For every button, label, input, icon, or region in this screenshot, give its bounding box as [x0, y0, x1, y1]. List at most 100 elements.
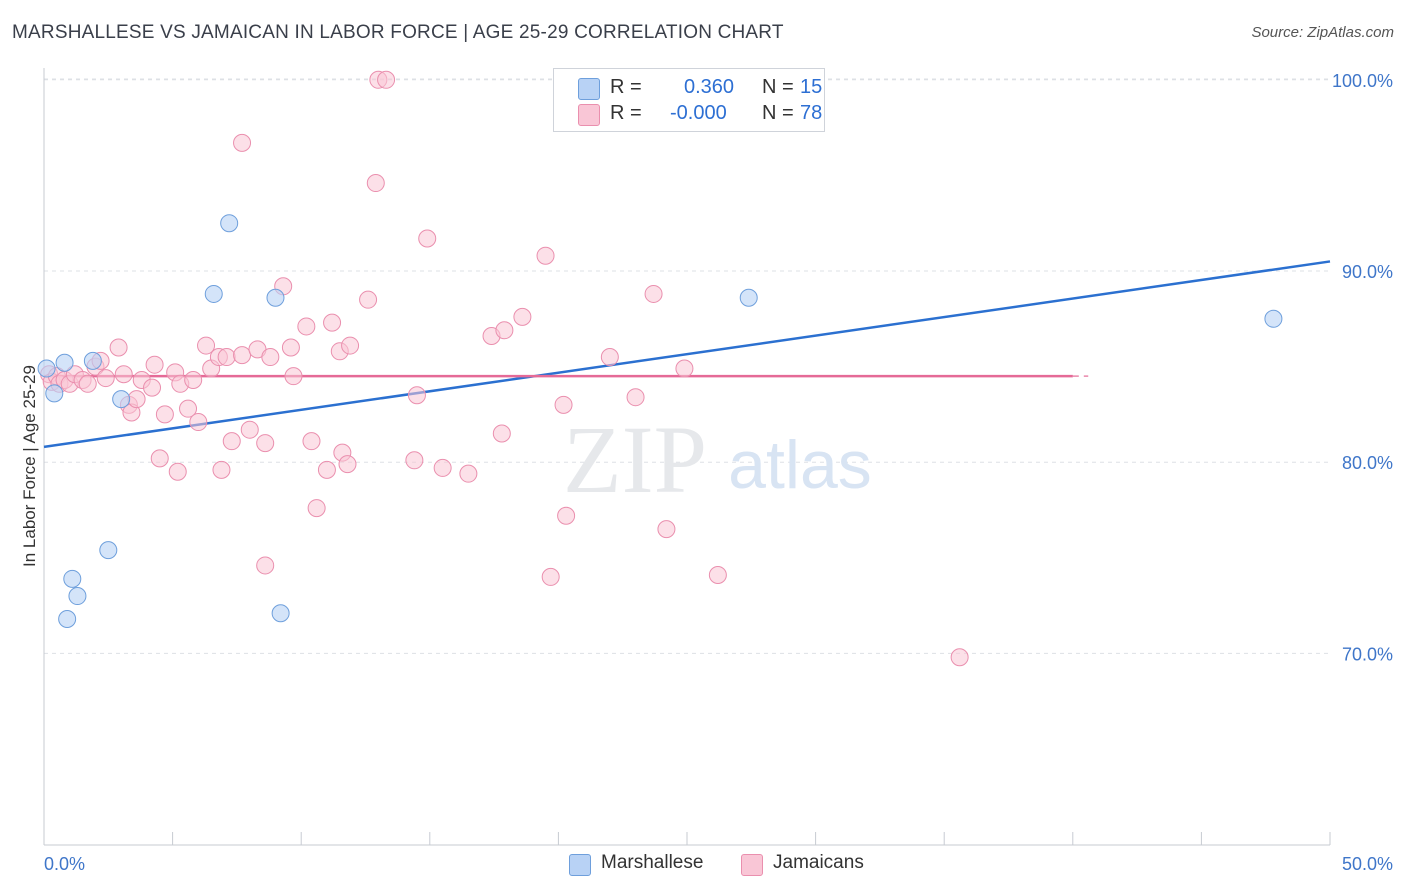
- jamaican-point: [155, 405, 174, 424]
- jamaican-point: [536, 246, 555, 265]
- jamaican-point: [418, 229, 437, 248]
- jamaican-point: [554, 395, 573, 414]
- marshallese-point: [99, 541, 118, 560]
- legend-label: Jamaicans: [773, 852, 864, 873]
- tick-labels: 70.0% 80.0% 90.0% 100.0% 0.0% 50.0%: [44, 71, 1393, 874]
- y-tick-label: 80.0%: [1342, 453, 1393, 473]
- marshallese-point: [204, 284, 223, 303]
- data-points: [37, 70, 1283, 667]
- marshallese-point: [112, 390, 131, 409]
- r-label: R =: [610, 76, 642, 98]
- jamaican-point: [109, 338, 128, 357]
- jamaican-point: [950, 648, 969, 667]
- watermark-zip: ZIP: [563, 406, 707, 513]
- marshallese-point: [55, 353, 74, 372]
- chart-title: MARSHALLESE VS JAMAICAN IN LABOR FORCE |…: [12, 22, 784, 43]
- jamaican-point: [626, 388, 645, 407]
- jamaican-point: [78, 374, 97, 393]
- marshallese-point: [220, 214, 239, 233]
- n-value: 15: [800, 76, 823, 98]
- jamaican-point: [114, 365, 133, 384]
- jamaican-point: [675, 359, 694, 378]
- y-tick-label: 90.0%: [1342, 262, 1393, 282]
- source-label: Source: ZipAtlas.com: [1251, 24, 1394, 41]
- jamaican-point: [127, 390, 146, 409]
- jamaican-point: [307, 499, 326, 518]
- jamaican-point: [256, 434, 275, 453]
- n-label: N =: [762, 76, 794, 98]
- jamaican-point: [341, 336, 360, 355]
- jamaican-point: [197, 336, 216, 355]
- jamaican-point: [377, 70, 396, 89]
- jamaican-point: [459, 464, 478, 483]
- jamaican-point: [217, 348, 236, 367]
- jamaican-point: [143, 378, 162, 397]
- x-tick-label: 50.0%: [1342, 854, 1393, 874]
- marshallese-point: [271, 604, 290, 623]
- jamaican-point: [168, 462, 187, 481]
- jamaican-point: [323, 313, 342, 332]
- jamaican-point: [233, 346, 252, 365]
- marshallese-point: [58, 609, 77, 628]
- watermark: ZIP atlas: [563, 406, 872, 513]
- marshallese-point: [45, 384, 64, 403]
- jamaican-point: [557, 506, 576, 525]
- jamaican-point: [338, 455, 357, 474]
- jamaican-point: [184, 370, 203, 389]
- jamaican-point: [297, 317, 316, 336]
- jamaican-point: [256, 556, 275, 575]
- jamaican-point: [366, 174, 385, 193]
- axes: [43, 68, 1331, 846]
- r-label: R =: [610, 102, 642, 124]
- jamaican-point: [96, 369, 115, 388]
- jamaican-point: [492, 424, 511, 443]
- r-value: 0.360: [684, 76, 735, 98]
- jamaican-point: [150, 449, 169, 468]
- jamaican-point: [284, 367, 303, 386]
- jamaican-point: [495, 321, 514, 340]
- marshallese-point: [37, 359, 56, 378]
- jamaican-point: [302, 432, 321, 451]
- jamaican-point: [541, 567, 560, 586]
- jamaican-point: [600, 348, 619, 367]
- marshallese-point: [1264, 309, 1283, 328]
- marshallese-point: [63, 569, 82, 588]
- y-tick-label: 100.0%: [1332, 71, 1393, 91]
- stats-legend: R = 0.360 N = 15 R = -0.000 N = 78: [553, 68, 825, 132]
- marshallese-trend-line: [43, 260, 1331, 449]
- watermark-atlas: atlas: [728, 427, 872, 503]
- jamaican-point: [179, 399, 198, 418]
- marshallese-point: [83, 351, 102, 370]
- jamaican-point: [261, 348, 280, 367]
- marshallese-point: [68, 587, 87, 606]
- jamaican-point: [240, 420, 259, 439]
- jamaican-point: [222, 432, 241, 451]
- x-tick-label: 0.0%: [44, 854, 85, 874]
- marshallese-swatch: [578, 78, 600, 100]
- jamaican-point: [644, 284, 663, 303]
- jamaican-point: [212, 460, 231, 479]
- jamaican-point: [407, 386, 426, 405]
- jamaican-swatch: [578, 104, 600, 126]
- jamaican-point: [513, 307, 532, 326]
- r-value: -0.000: [670, 102, 727, 124]
- jamaican-legend-swatch: [741, 854, 763, 876]
- jamaican-point: [233, 133, 252, 152]
- jamaican-point: [405, 451, 424, 470]
- marshallese-legend-swatch: [569, 854, 591, 876]
- n-value: 78: [800, 102, 823, 124]
- jamaican-point: [433, 458, 452, 477]
- jamaican-point: [145, 355, 164, 374]
- jamaican-point: [317, 460, 336, 479]
- jamaican-point: [359, 290, 378, 309]
- jamaican-point: [708, 566, 727, 585]
- marshallese-point: [266, 288, 285, 307]
- jamaican-point: [281, 338, 300, 357]
- legend-label: Marshallese: [601, 852, 704, 873]
- y-tick-label: 70.0%: [1342, 644, 1393, 664]
- marshallese-point: [739, 288, 758, 307]
- jamaican-point: [189, 413, 208, 432]
- n-label: N =: [762, 102, 794, 124]
- jamaican-point: [657, 520, 676, 539]
